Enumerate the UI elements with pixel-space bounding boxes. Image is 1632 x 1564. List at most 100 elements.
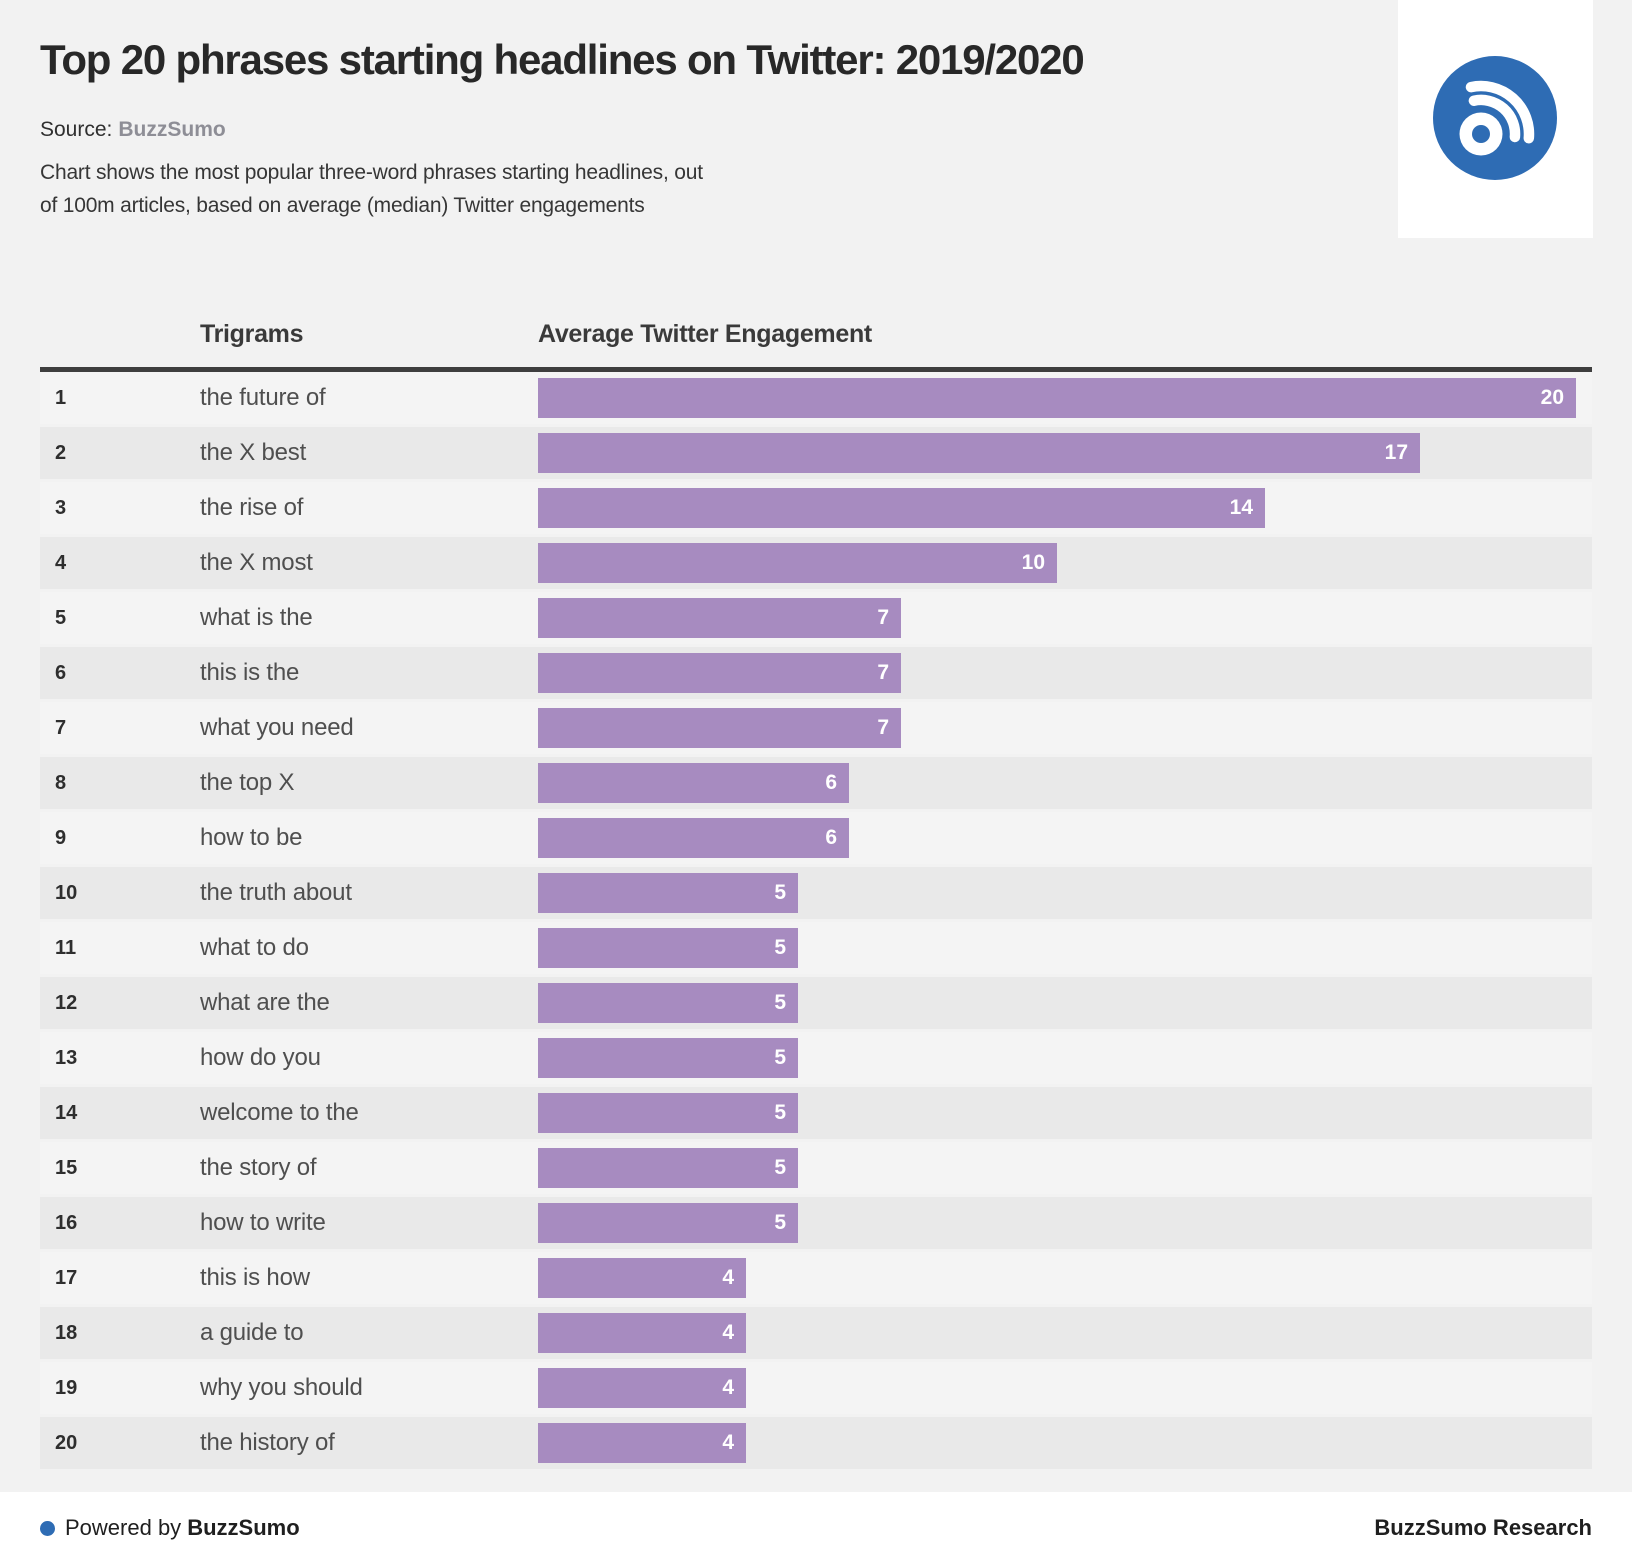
row-trigram: why you should xyxy=(200,1374,363,1401)
bar-value-label: 4 xyxy=(722,1321,734,1344)
row-bar-track: 4 xyxy=(538,1258,1592,1298)
engagement-bar: 7 xyxy=(538,708,901,748)
bar-value-label: 7 xyxy=(877,606,889,629)
engagement-bar: 5 xyxy=(538,1093,798,1133)
row-rank: 3 xyxy=(55,496,67,519)
row-bar-track: 4 xyxy=(538,1423,1592,1463)
table-row: 8 the top X 6 xyxy=(40,757,1592,809)
row-trigram: this is how xyxy=(200,1264,310,1291)
table-row: 18 a guide to 4 xyxy=(40,1307,1592,1359)
row-bar-track: 5 xyxy=(538,873,1592,913)
row-bar-track: 5 xyxy=(538,1148,1592,1188)
row-rank: 1 xyxy=(55,386,67,409)
description-line-2: of 100m articles, based on average (medi… xyxy=(40,194,645,217)
bar-value-label: 10 xyxy=(1021,551,1045,574)
buzzsumo-logo-icon xyxy=(1433,56,1557,180)
bar-value-label: 4 xyxy=(722,1266,734,1289)
engagement-bar: 20 xyxy=(538,378,1576,418)
row-trigram: the rise of xyxy=(200,494,304,521)
engagement-bar: 5 xyxy=(538,1148,798,1188)
table-row: 13 how do you 5 xyxy=(40,1032,1592,1084)
engagement-bar: 4 xyxy=(538,1258,746,1298)
row-trigram: the X most xyxy=(200,549,313,576)
row-trigram: how do you xyxy=(200,1044,321,1071)
row-bar-track: 6 xyxy=(538,763,1592,803)
row-bar-track: 7 xyxy=(538,653,1592,693)
blue-dot-icon xyxy=(40,1520,55,1536)
row-trigram: how to be xyxy=(200,824,303,851)
page-title: Top 20 phrases starting headlines on Twi… xyxy=(40,36,1085,83)
row-trigram: what you need xyxy=(200,714,354,741)
row-trigram: the truth about xyxy=(200,879,352,906)
row-bar-track: 14 xyxy=(538,488,1592,528)
powered-by-label: Powered by xyxy=(65,1515,182,1540)
bar-value-label: 5 xyxy=(774,881,786,904)
engagement-bar: 5 xyxy=(538,873,798,913)
row-bar-track: 20 xyxy=(538,378,1592,418)
engagement-bar: 14 xyxy=(538,488,1265,528)
table-row: 19 why you should 4 xyxy=(40,1362,1592,1414)
row-rank: 11 xyxy=(55,936,77,959)
row-trigram: what to do xyxy=(200,934,309,961)
row-bar-track: 10 xyxy=(538,543,1592,583)
footer-bar: Powered by BuzzSumo BuzzSumo Research xyxy=(0,1492,1632,1564)
engagement-bar: 5 xyxy=(538,983,798,1023)
source-link[interactable]: BuzzSumo xyxy=(118,118,226,141)
table-row: 5 what is the 7 xyxy=(40,592,1592,644)
row-trigram: a guide to xyxy=(200,1319,304,1346)
column-header-trigrams: Trigrams xyxy=(200,320,304,348)
row-rank: 5 xyxy=(55,606,67,629)
row-trigram: what is the xyxy=(200,604,313,631)
row-rank: 6 xyxy=(55,661,67,684)
bar-value-label: 6 xyxy=(825,826,837,849)
engagement-bar: 5 xyxy=(538,928,798,968)
engagement-bar: 4 xyxy=(538,1313,746,1353)
row-rank: 13 xyxy=(55,1046,78,1069)
column-header-engagement: Average Twitter Engagement xyxy=(538,320,872,348)
table-row: 20 the history of 4 xyxy=(40,1417,1592,1469)
bar-value-label: 5 xyxy=(774,936,786,959)
row-bar-track: 6 xyxy=(538,818,1592,858)
engagement-bar: 6 xyxy=(538,763,849,803)
engagement-bar: 10 xyxy=(538,543,1057,583)
row-rank: 4 xyxy=(55,551,67,574)
bar-value-label: 6 xyxy=(825,771,837,794)
buzzsumo-logo-card xyxy=(1398,0,1593,238)
powered-by: Powered by BuzzSumo xyxy=(40,1515,300,1541)
row-rank: 16 xyxy=(55,1211,78,1234)
bar-value-label: 4 xyxy=(722,1376,734,1399)
engagement-bar: 7 xyxy=(538,653,901,693)
bar-value-label: 14 xyxy=(1229,496,1253,519)
bar-value-label: 5 xyxy=(774,1101,786,1124)
table-row: 17 this is how 4 xyxy=(40,1252,1592,1304)
row-rank: 12 xyxy=(55,991,78,1014)
row-trigram: this is the xyxy=(200,659,300,686)
row-bar-track: 5 xyxy=(538,983,1592,1023)
row-rank: 20 xyxy=(55,1431,78,1454)
table-row: 14 welcome to the 5 xyxy=(40,1087,1592,1139)
row-bar-track: 7 xyxy=(538,708,1592,748)
row-rank: 9 xyxy=(55,826,67,849)
row-rank: 10 xyxy=(55,881,78,904)
table-row: 2 the X best 17 xyxy=(40,427,1592,479)
row-rank: 15 xyxy=(55,1156,78,1179)
row-rank: 2 xyxy=(55,441,67,464)
engagement-bar: 5 xyxy=(538,1038,798,1078)
row-bar-track: 17 xyxy=(538,433,1592,473)
source-line: Source: BuzzSumo xyxy=(40,118,1083,142)
row-bar-track: 7 xyxy=(538,598,1592,638)
engagement-bar: 6 xyxy=(538,818,849,858)
header-block: Top 20 phrases starting headlines on Twi… xyxy=(40,36,1085,222)
table-row: 6 this is the 7 xyxy=(40,647,1592,699)
row-trigram: the X best xyxy=(200,439,307,466)
description-line-1: Chart shows the most popular three-word … xyxy=(40,161,703,184)
row-trigram: what are the xyxy=(200,989,330,1016)
row-rank: 7 xyxy=(55,716,67,739)
bar-value-label: 7 xyxy=(877,716,889,739)
trigram-table: Trigrams Average Twitter Engagement 1 th… xyxy=(40,300,1592,1472)
table-row: 10 the truth about 5 xyxy=(40,867,1592,919)
table-row: 12 what are the 5 xyxy=(40,977,1592,1029)
table-header: Trigrams Average Twitter Engagement xyxy=(40,300,1592,372)
row-trigram: the history of xyxy=(200,1429,335,1456)
